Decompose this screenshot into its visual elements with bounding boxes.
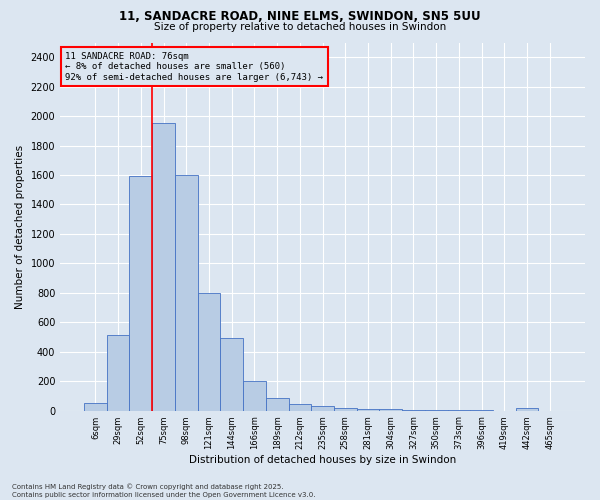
Bar xyxy=(107,336,130,410)
Bar xyxy=(152,124,175,410)
Bar xyxy=(311,406,334,410)
Bar xyxy=(220,338,243,410)
Bar xyxy=(197,293,220,410)
Bar xyxy=(84,403,107,410)
Bar xyxy=(175,175,197,410)
Text: 11 SANDACRE ROAD: 76sqm
← 8% of detached houses are smaller (560)
92% of semi-de: 11 SANDACRE ROAD: 76sqm ← 8% of detached… xyxy=(65,52,323,82)
Text: 11, SANDACRE ROAD, NINE ELMS, SWINDON, SN5 5UU: 11, SANDACRE ROAD, NINE ELMS, SWINDON, S… xyxy=(119,10,481,23)
Text: Contains HM Land Registry data © Crown copyright and database right 2025.
Contai: Contains HM Land Registry data © Crown c… xyxy=(12,484,316,498)
Bar xyxy=(130,176,152,410)
Bar xyxy=(243,381,266,410)
Bar xyxy=(334,408,356,410)
Bar xyxy=(266,398,289,410)
X-axis label: Distribution of detached houses by size in Swindon: Distribution of detached houses by size … xyxy=(189,455,456,465)
Text: Size of property relative to detached houses in Swindon: Size of property relative to detached ho… xyxy=(154,22,446,32)
Bar xyxy=(289,404,311,410)
Y-axis label: Number of detached properties: Number of detached properties xyxy=(15,144,25,308)
Bar xyxy=(516,408,538,410)
Bar xyxy=(356,409,379,410)
